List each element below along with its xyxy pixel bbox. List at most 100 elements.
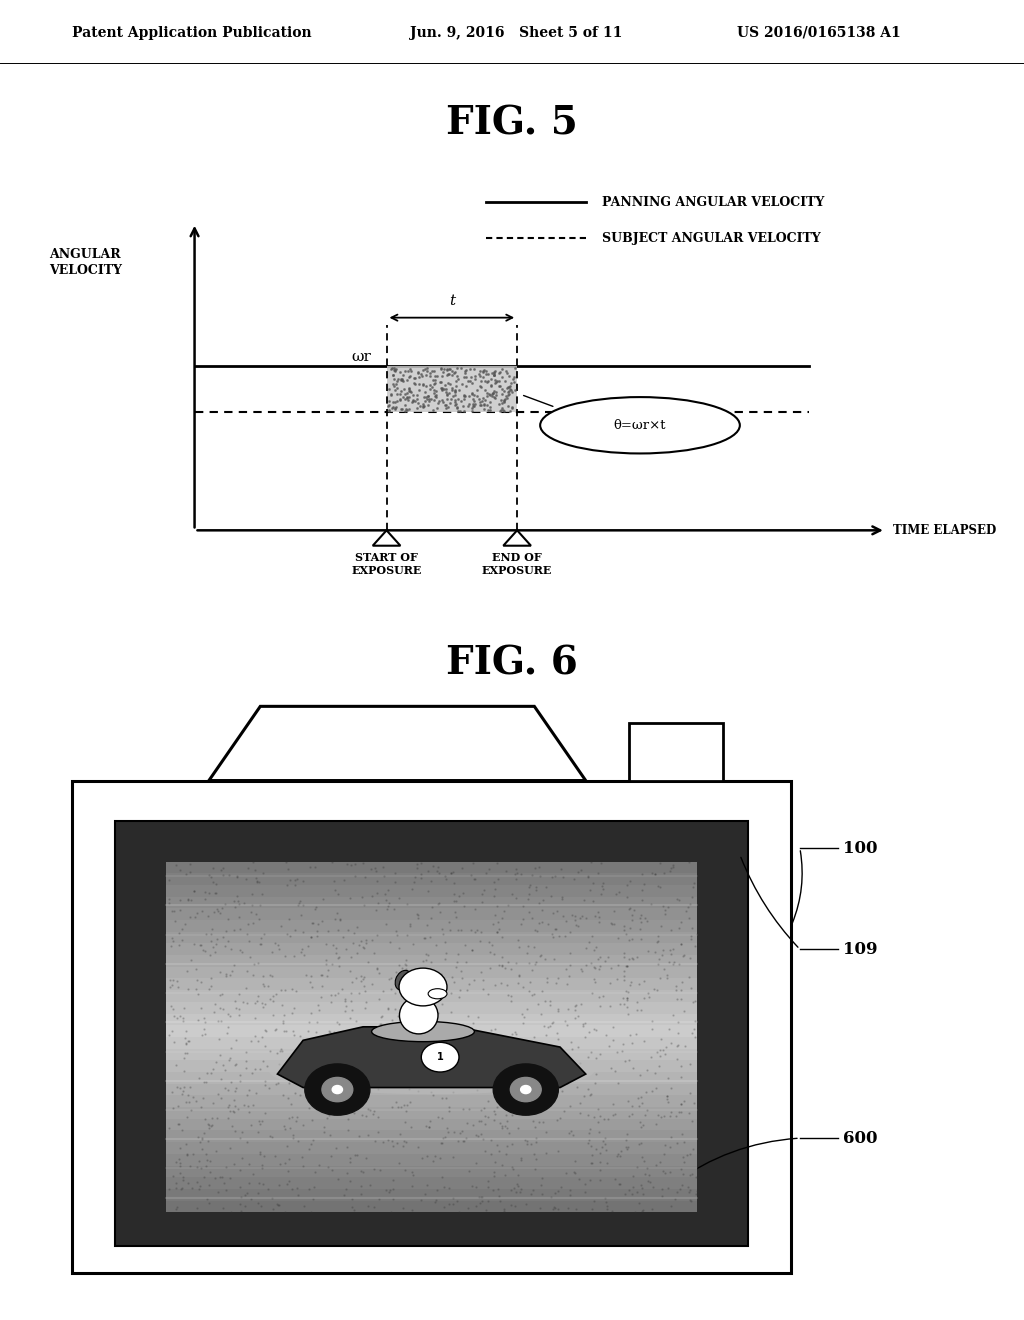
Point (504, 1023, 520, 1044)
Point (242, 946, 258, 968)
Point (498, 1164, 514, 1185)
Point (564, 1053, 581, 1074)
Point (388, 374, 404, 395)
Point (279, 851, 295, 873)
Point (391, 389, 408, 411)
Bar (166, 862, 697, 874)
Point (245, 965, 261, 986)
Point (232, 919, 249, 940)
Point (494, 956, 510, 977)
Point (474, 892, 490, 913)
Point (177, 1092, 194, 1113)
Point (218, 920, 234, 941)
Point (337, 990, 353, 1011)
Point (478, 1199, 495, 1220)
Point (337, 1001, 353, 1022)
Point (370, 1078, 386, 1100)
Point (425, 855, 441, 876)
Point (555, 866, 571, 887)
Point (176, 1060, 193, 1081)
Point (602, 957, 618, 978)
Point (222, 1138, 239, 1159)
Point (492, 363, 508, 384)
Point (258, 1020, 274, 1041)
Point (370, 883, 386, 904)
Point (302, 1002, 318, 1023)
Point (633, 1133, 649, 1154)
Point (361, 1100, 378, 1121)
Point (623, 972, 639, 993)
Point (369, 957, 385, 978)
Point (361, 1027, 378, 1048)
Point (501, 1097, 517, 1118)
Point (166, 900, 182, 921)
Point (481, 400, 498, 421)
Point (292, 1026, 308, 1047)
Point (353, 1160, 370, 1181)
Point (469, 1048, 485, 1069)
Bar (166, 956, 697, 966)
Point (164, 900, 180, 921)
Point (384, 1097, 400, 1118)
Point (270, 935, 287, 956)
Point (490, 911, 507, 932)
Point (455, 883, 471, 904)
Point (417, 1047, 433, 1068)
Point (506, 367, 522, 388)
Point (362, 858, 379, 879)
Point (474, 1187, 490, 1208)
Point (434, 362, 451, 383)
Point (403, 392, 420, 413)
Point (270, 1175, 287, 1196)
Point (534, 1167, 550, 1188)
Point (317, 933, 334, 954)
Point (519, 998, 536, 1019)
Text: 109: 109 (843, 941, 878, 958)
Point (507, 1022, 523, 1043)
Point (331, 946, 347, 968)
Point (590, 1111, 606, 1133)
Point (175, 998, 191, 1019)
Point (555, 906, 571, 927)
Point (206, 1168, 222, 1189)
Point (499, 1105, 515, 1126)
Point (512, 1088, 528, 1109)
Point (452, 1024, 468, 1045)
Point (469, 385, 485, 407)
Point (617, 956, 634, 977)
Bar (166, 944, 697, 956)
Point (489, 1179, 506, 1200)
Point (649, 1041, 666, 1063)
Point (663, 1137, 679, 1158)
Point (501, 376, 517, 397)
Point (433, 1038, 450, 1059)
Point (488, 1051, 505, 1072)
Point (343, 991, 359, 1012)
Point (673, 1093, 689, 1114)
Point (398, 925, 415, 946)
Point (556, 1072, 572, 1093)
Point (229, 891, 246, 912)
Point (513, 1003, 529, 1024)
Point (520, 981, 537, 1002)
Point (404, 1200, 421, 1221)
Point (386, 360, 402, 381)
Point (682, 1189, 698, 1210)
Point (487, 1104, 504, 1125)
Point (543, 1187, 559, 1208)
Point (426, 1053, 442, 1074)
Point (657, 1163, 674, 1184)
Point (551, 1076, 567, 1097)
Point (342, 1171, 358, 1192)
Point (500, 381, 516, 403)
Point (603, 912, 620, 933)
Point (622, 917, 638, 939)
Point (508, 1173, 524, 1195)
Point (445, 883, 462, 904)
Point (210, 1010, 226, 1031)
Point (182, 854, 199, 875)
Point (503, 379, 519, 400)
Point (348, 916, 365, 937)
Point (680, 896, 696, 917)
Point (578, 1173, 594, 1195)
